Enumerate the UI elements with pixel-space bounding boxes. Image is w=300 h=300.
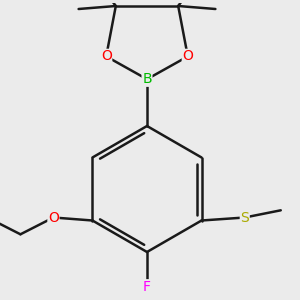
Text: O: O — [182, 50, 193, 63]
Text: F: F — [143, 280, 151, 294]
Text: O: O — [101, 50, 112, 63]
Text: O: O — [48, 211, 59, 224]
Text: S: S — [240, 211, 249, 224]
Text: B: B — [142, 72, 152, 86]
